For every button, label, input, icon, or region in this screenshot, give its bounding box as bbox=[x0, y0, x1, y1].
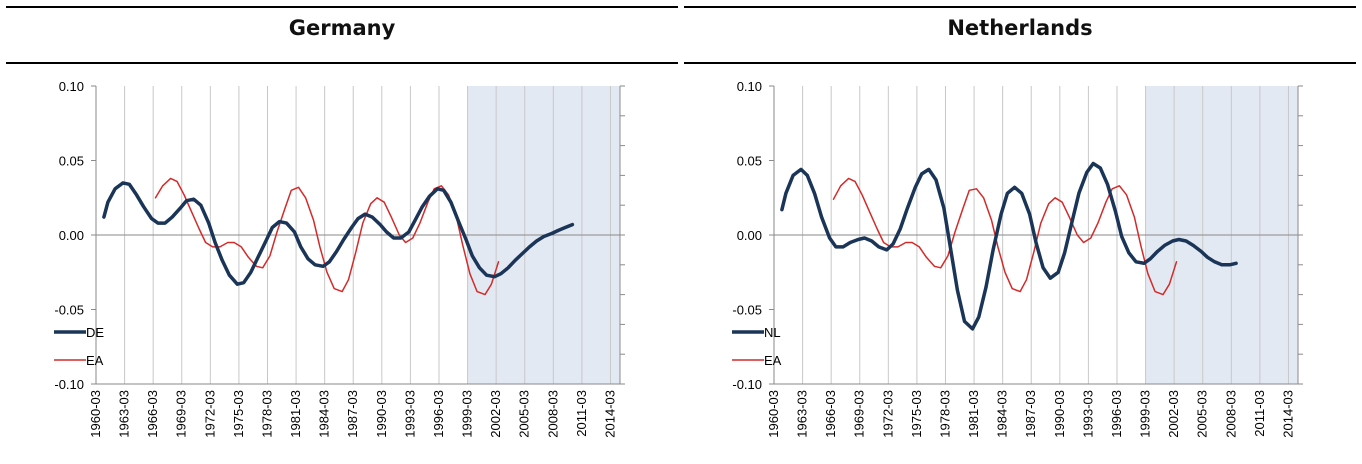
x-tick-label: 2014-03 bbox=[602, 390, 617, 438]
chart-title: Netherlands bbox=[947, 16, 1093, 40]
x-tick-label: 2008-03 bbox=[1223, 390, 1238, 438]
x-tick-label: 2002-03 bbox=[488, 390, 503, 438]
series-line-nl bbox=[780, 161, 1238, 331]
x-tick-label: 1984-03 bbox=[317, 390, 332, 438]
y-tick-label: 0.05 bbox=[59, 154, 84, 169]
y-tick-label: -0.10 bbox=[732, 377, 762, 392]
series-line-ea bbox=[154, 177, 500, 296]
chart-panel-germany: Germany 1960-03 1963-03 1966-03 1969-03 1972… bbox=[6, 0, 678, 464]
y-tick-label: -0.05 bbox=[732, 303, 762, 318]
y-tick-label: 0.05 bbox=[737, 154, 762, 169]
x-tick-label: 1972-03 bbox=[202, 390, 217, 438]
x-tick-label: 1981-03 bbox=[288, 390, 303, 438]
line-chart-germany: 1960-03 1963-03 1966-03 1969-03 1972-03 1975-… bbox=[54, 79, 625, 438]
x-tick-label: 2011-03 bbox=[574, 390, 589, 437]
legend-label: EA bbox=[764, 353, 782, 368]
x-tick-label: 2002-03 bbox=[1166, 390, 1181, 438]
x-tick-label: 1975-03 bbox=[909, 390, 924, 438]
legend-label: NL bbox=[764, 325, 781, 340]
title-rule bbox=[684, 62, 1356, 64]
x-tick-label: 2005-03 bbox=[517, 390, 532, 438]
legend-label: EA bbox=[86, 353, 104, 368]
chart-title: Germany bbox=[288, 16, 396, 40]
x-tick-label: 1966-03 bbox=[823, 390, 838, 438]
x-tick-label: 1969-03 bbox=[174, 390, 189, 438]
chart-panel-netherlands: Netherlands 1960-03 1963-03 1966-03 1969-03… bbox=[684, 0, 1356, 464]
y-tick-label: -0.05 bbox=[54, 303, 84, 318]
line-chart-netherlands: 1960-03 1963-03 1966-03 1969-03 1972-03 1975-… bbox=[732, 79, 1303, 438]
y-tick-label: 0.00 bbox=[59, 228, 84, 243]
x-tick-label: 1996-03 bbox=[431, 390, 446, 438]
x-tick-label: 1993-03 bbox=[1080, 390, 1095, 438]
series-line-de bbox=[102, 181, 575, 286]
x-tick-label: 2005-03 bbox=[1195, 390, 1210, 438]
x-tick-label: 2014-03 bbox=[1280, 390, 1295, 438]
x-tick-label: 1999-03 bbox=[460, 390, 475, 438]
x-tick-label: 1975-03 bbox=[231, 390, 246, 438]
x-tick-label: 1978-03 bbox=[259, 390, 274, 438]
x-tick-label: 1993-03 bbox=[402, 390, 417, 438]
x-tick-label: 1963-03 bbox=[117, 390, 132, 438]
top-rule bbox=[6, 6, 678, 8]
x-tick-label: 1984-03 bbox=[995, 390, 1010, 438]
x-tick-label: 2011-03 bbox=[1252, 390, 1267, 437]
y-tick-label: 0.10 bbox=[737, 79, 762, 94]
x-tick-label: 1960-03 bbox=[766, 390, 781, 438]
x-tick-label: 1990-03 bbox=[1052, 390, 1067, 438]
x-tick-label: 1987-03 bbox=[345, 390, 360, 438]
x-tick-label: 1987-03 bbox=[1023, 390, 1038, 438]
x-tick-label: 1966-03 bbox=[145, 390, 160, 438]
y-tick-label: 0.00 bbox=[737, 228, 762, 243]
x-tick-label: 1999-03 bbox=[1138, 390, 1153, 438]
y-tick-label: 0.10 bbox=[59, 79, 84, 94]
title-rule bbox=[6, 62, 678, 64]
x-tick-label: 1996-03 bbox=[1109, 390, 1124, 438]
x-tick-label: 1990-03 bbox=[374, 390, 389, 438]
x-tick-label: 1960-03 bbox=[88, 390, 103, 438]
y-tick-label: -0.10 bbox=[54, 377, 84, 392]
top-rule bbox=[684, 6, 1356, 8]
x-tick-label: 1978-03 bbox=[937, 390, 952, 438]
x-tick-label: 2008-03 bbox=[545, 390, 560, 438]
x-tick-label: 1969-03 bbox=[852, 390, 867, 438]
x-tick-label: 1963-03 bbox=[795, 390, 810, 438]
x-tick-label: 1981-03 bbox=[966, 390, 981, 438]
x-tick-label: 1972-03 bbox=[880, 390, 895, 438]
legend-label: DE bbox=[86, 325, 104, 340]
